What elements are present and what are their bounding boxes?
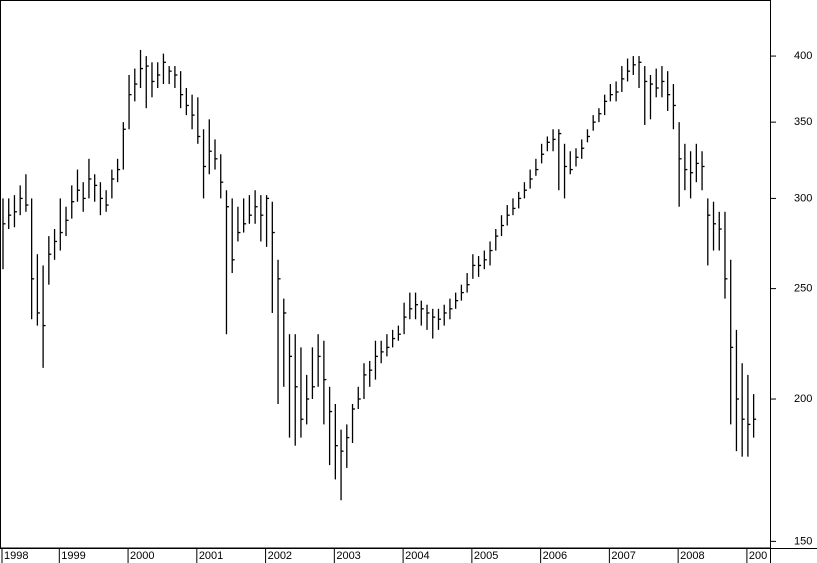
x-tick-label: 200 xyxy=(749,550,767,562)
x-tick-label: 2004 xyxy=(405,550,429,562)
y-tick-label: 150 xyxy=(794,535,812,547)
x-tick-label: 1999 xyxy=(61,550,85,562)
y-tick-label: 350 xyxy=(794,116,812,128)
x-tick-label: 1998 xyxy=(4,550,28,562)
x-tick-label: 2006 xyxy=(543,550,567,562)
x-tick-label: 2005 xyxy=(474,550,498,562)
x-tick-label: 2008 xyxy=(680,550,704,562)
y-tick-label: 200 xyxy=(794,393,812,405)
x-tick-label: 2007 xyxy=(611,550,635,562)
x-tick-label: 2003 xyxy=(336,550,360,562)
x-tick-label: 2002 xyxy=(268,550,292,562)
plot-frame xyxy=(0,0,771,549)
y-tick-label: 400 xyxy=(794,50,812,62)
y-tick-label: 300 xyxy=(794,192,812,204)
y-tick-label: 250 xyxy=(794,283,812,295)
x-tick-label: 2000 xyxy=(130,550,154,562)
x-tick-label: 2001 xyxy=(199,550,223,562)
axis-mask xyxy=(771,549,817,563)
